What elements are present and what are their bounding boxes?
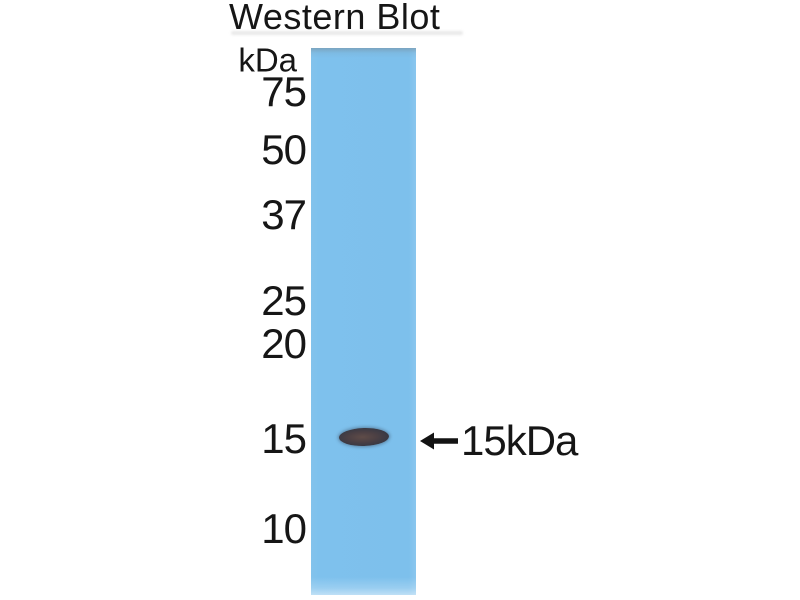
- gel-lane: [311, 48, 416, 595]
- ladder-marker-20: 20: [261, 320, 307, 367]
- scan-artifact-smudge: [231, 31, 463, 35]
- ladder-marker-25: 25: [261, 277, 307, 324]
- ladder-unit-label: kDa: [238, 41, 297, 79]
- figure-title: Western Blot: [229, 0, 441, 37]
- ladder-marker-37: 37: [261, 191, 307, 238]
- band-annotation-label: 15kDa: [461, 417, 578, 464]
- protein-band: [338, 427, 390, 447]
- ladder-marker-50: 50: [261, 126, 307, 173]
- ladder-marker-75: 75: [261, 68, 307, 115]
- left-arrow-icon: [420, 432, 458, 450]
- band-annotation: 15kDa: [419, 417, 578, 464]
- ladder-marker-10: 10: [261, 505, 307, 552]
- ladder-marker-15: 15: [261, 415, 307, 462]
